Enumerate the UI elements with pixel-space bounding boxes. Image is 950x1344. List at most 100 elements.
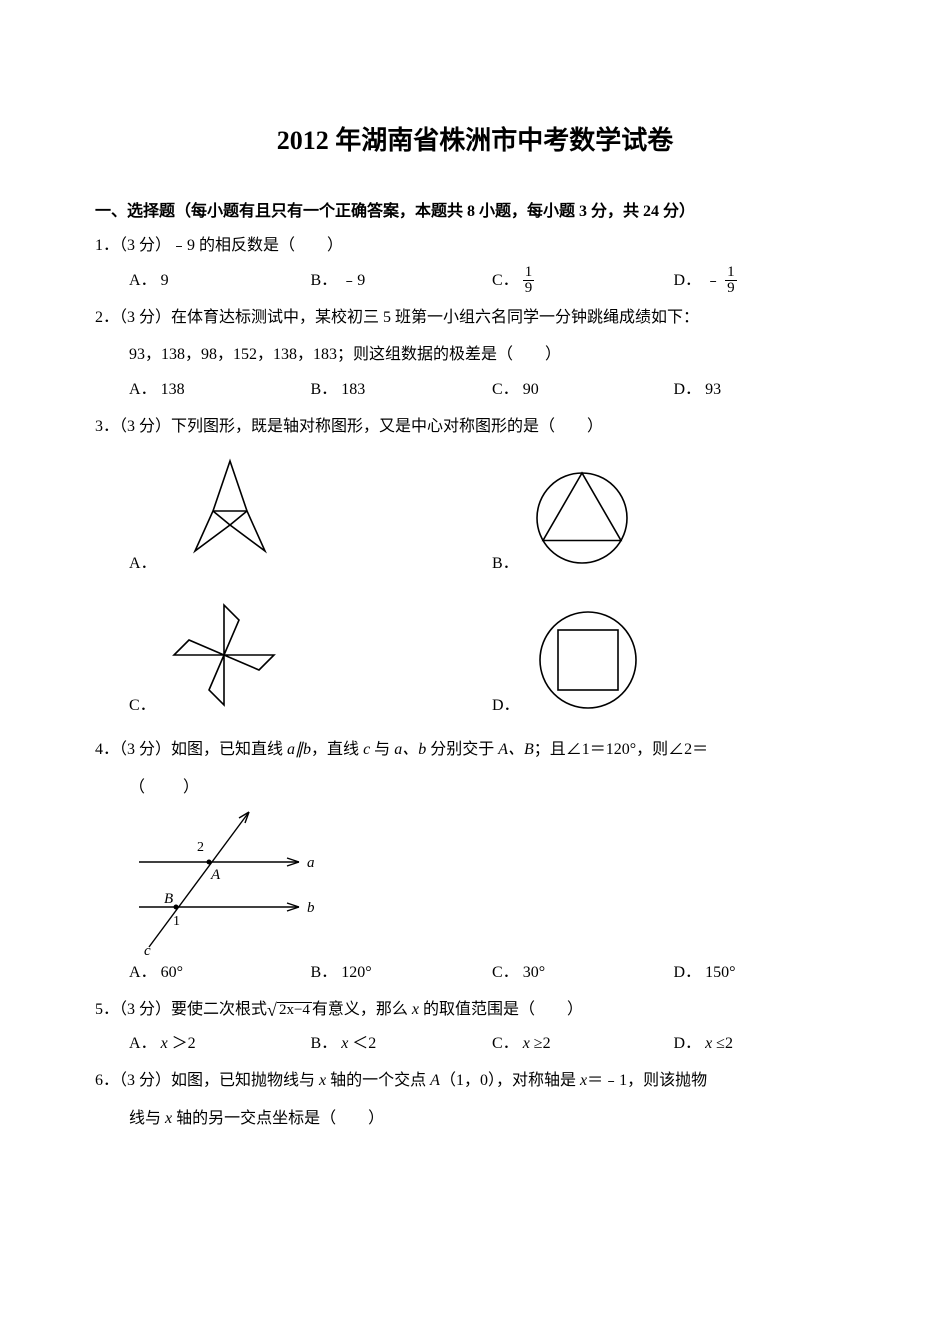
q4-paren: （ ） xyxy=(129,779,201,796)
q4-label-1: 1 xyxy=(173,914,180,929)
q4-ab2: a、b xyxy=(394,741,426,758)
q1-c-den: 9 xyxy=(523,281,535,296)
q3-opt-b: B． xyxy=(492,453,855,573)
q5-d-op: ≤2 xyxy=(716,1028,733,1060)
q6-number: 6． xyxy=(95,1072,119,1089)
q5-b-op: ＜2 xyxy=(352,1028,376,1060)
q2-opt-d: D．93 xyxy=(674,374,856,406)
q4-c-label: C． xyxy=(492,957,519,989)
q6-t1: 如图，已知抛物线与 xyxy=(171,1072,319,1089)
q2-opt-b: B．183 xyxy=(311,374,493,406)
q2-points: （3 分） xyxy=(119,309,171,326)
q2-b-val: 183 xyxy=(341,374,365,406)
q3-points: （3 分） xyxy=(119,418,171,435)
q3-fig-b xyxy=(527,463,637,573)
exam-title: 2012 年湖南省株洲市中考数学试卷 xyxy=(95,120,855,157)
q5-b-var: x xyxy=(341,1028,348,1060)
q3-c-label: C． xyxy=(129,691,156,715)
q5-x: x xyxy=(412,1001,419,1018)
q6-t2: 轴的一个交点 xyxy=(326,1072,430,1089)
q4-label-2: 2 xyxy=(197,840,204,855)
q1-body: ﹣9 的相反数是（ ） xyxy=(171,237,343,254)
q2-line2: 93，138，98，152，138，183；则这组数据的极差是（ ） xyxy=(95,338,855,372)
question-2: 2．（3 分）在体育达标测试中，某校初三 5 班第一小组六名同学一分钟跳绳成绩如… xyxy=(95,301,855,335)
q5-opt-d: D．x≤2 xyxy=(674,1028,856,1060)
q1-opt-c: C． 1 9 xyxy=(492,265,674,297)
q4-label-B: B xyxy=(164,891,173,907)
q4-t2: ，直线 xyxy=(311,741,363,758)
q6-t4: ＝﹣1，则该抛物 xyxy=(587,1072,707,1089)
q4-options: A．60° B．120° C．30° D．150° xyxy=(95,957,855,989)
q6-x2: x xyxy=(580,1072,587,1089)
q2-c-label: C． xyxy=(492,374,519,406)
q5-c-label: C． xyxy=(492,1028,519,1060)
q4-figure: a b c A B 2 1 xyxy=(129,807,329,957)
q5-b-label: B． xyxy=(311,1028,338,1060)
q2-c-val: 90 xyxy=(523,374,539,406)
q2-line1: 在体育达标测试中，某校初三 5 班第一小组六名同学一分钟跳绳成绩如下： xyxy=(171,309,699,326)
q1-d-den: 9 xyxy=(725,281,737,296)
q3-opt-d: D． xyxy=(492,595,855,715)
q4-opt-c: C．30° xyxy=(492,957,674,989)
q4-t3: 与 xyxy=(370,741,394,758)
q4-d-label: D． xyxy=(674,957,702,989)
q4-label-A: A xyxy=(210,867,221,883)
q1-options: A． 9 B． ﹣9 C． 1 9 D． ﹣ 1 9 xyxy=(95,265,855,297)
q4-label-c: c xyxy=(144,943,151,957)
q5-a-label: A． xyxy=(129,1028,157,1060)
q6-line2: 线与 x 轴的另一交点坐标是（ ） xyxy=(95,1102,855,1136)
q5-number: 5． xyxy=(95,1001,119,1018)
q1-b-label: B． xyxy=(311,265,338,297)
sqrt-icon: √ xyxy=(267,1001,277,1019)
q1-opt-d: D． ﹣ 1 9 xyxy=(674,265,856,297)
q5-t2: 有意义，那么 xyxy=(312,1001,412,1018)
q1-points: （3 分） xyxy=(119,237,171,254)
q5-sqrt-body: 2x−4 xyxy=(277,1002,312,1018)
q1-c-frac: 1 9 xyxy=(523,265,535,296)
q1-c-num: 1 xyxy=(523,265,535,281)
q5-points: （3 分） xyxy=(119,1001,171,1018)
q3-number: 3． xyxy=(95,418,119,435)
q4-points: （3 分） xyxy=(119,741,171,758)
q1-opt-b: B． ﹣9 xyxy=(311,265,493,297)
q1-d-num: 1 xyxy=(725,265,737,281)
q2-opt-c: C．90 xyxy=(492,374,674,406)
q2-a-val: 138 xyxy=(161,374,185,406)
q5-sqrt: √2x−4 xyxy=(267,1001,312,1019)
q4-paren-line: （ ） xyxy=(95,771,855,805)
q4-opt-d: D．150° xyxy=(674,957,856,989)
q4-a-label: A． xyxy=(129,957,157,989)
q4-number: 4． xyxy=(95,741,119,758)
q5-t1: 要使二次根式 xyxy=(171,1001,267,1018)
q6-A: A xyxy=(430,1072,440,1089)
q1-b-val: ﹣9 xyxy=(341,265,365,297)
q2-d-val: 93 xyxy=(705,374,721,406)
q5-opt-a: A．x＞2 xyxy=(129,1028,311,1060)
q3-fig-c xyxy=(164,595,284,715)
q5-a-op: ＞2 xyxy=(172,1028,196,1060)
q5-c-op: ≥2 xyxy=(534,1028,551,1060)
q6-l2a: 线与 xyxy=(129,1110,165,1127)
q1-d-frac: 1 9 xyxy=(725,265,737,296)
q5-d-var: x xyxy=(705,1028,712,1060)
q4-label-b: b xyxy=(307,900,315,916)
q4-t4: 分别交于 xyxy=(426,741,498,758)
q4-opt-a: A．60° xyxy=(129,957,311,989)
q6-l2c: 轴的另一交点坐标是（ ） xyxy=(172,1110,384,1127)
q3-a-label: A． xyxy=(129,549,157,573)
q3-opt-c: C． xyxy=(129,595,492,715)
q5-opt-b: B．x＜2 xyxy=(311,1028,493,1060)
q3-fig-d xyxy=(528,605,648,715)
q2-a-label: A． xyxy=(129,374,157,406)
q4-t1: 如图，已知直线 xyxy=(171,741,287,758)
q3-fig-a xyxy=(165,453,295,573)
q4-ab: a∥b xyxy=(287,741,311,758)
q1-number: 1． xyxy=(95,237,119,254)
q2-options: A．138 B．183 C．90 D．93 xyxy=(95,374,855,406)
question-6: 6．（3 分）如图，已知抛物线与 x 轴的一个交点 A（1，0），对称轴是 x＝… xyxy=(95,1064,855,1098)
q3-b-label: B． xyxy=(492,549,519,573)
q1-c-label: C． xyxy=(492,265,519,297)
question-3: 3．（3 分）下列图形，既是轴对称图形，又是中心对称图形的是（ ） xyxy=(95,410,855,444)
q3-body: 下列图形，既是轴对称图形，又是中心对称图形的是（ ） xyxy=(171,418,603,435)
q1-d-label: D． xyxy=(674,265,702,297)
